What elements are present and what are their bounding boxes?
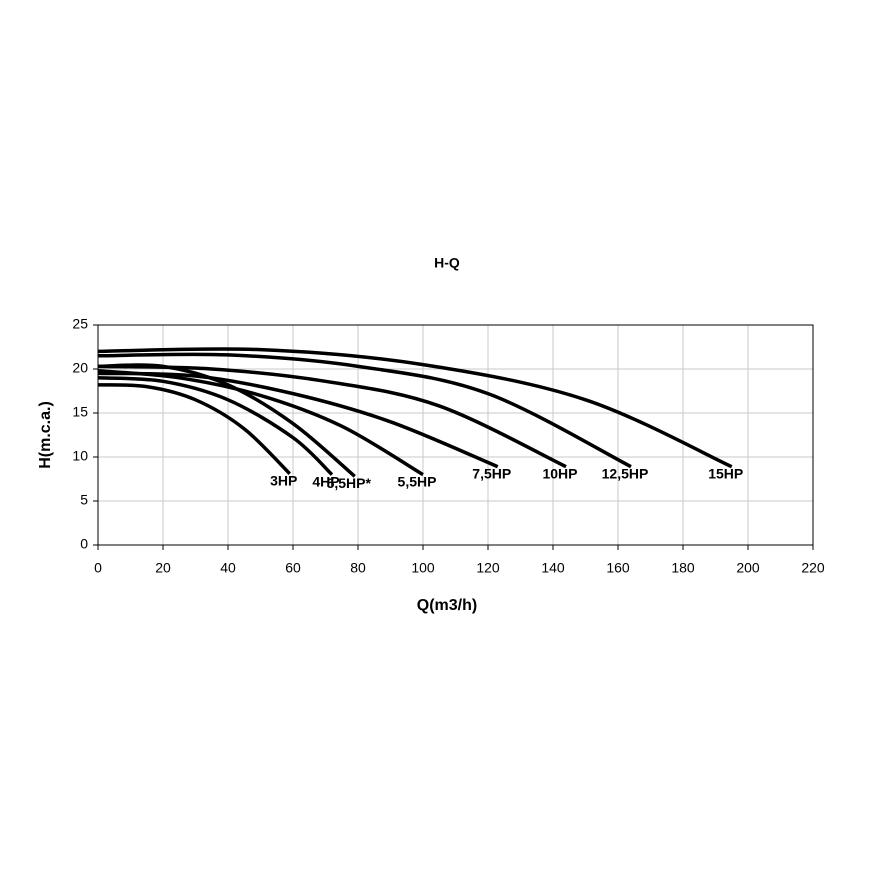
x-tick-label: 160 <box>606 560 630 576</box>
series-line <box>97 371 499 469</box>
plot-frame <box>97 324 814 546</box>
series-line <box>97 347 733 469</box>
series-label: 7,5HP <box>472 465 511 481</box>
x-tick-label: 0 <box>94 560 102 576</box>
series-label: 4HP <box>312 473 339 489</box>
y-tick-label: 25 <box>72 316 88 332</box>
y-tick-label: 20 <box>72 360 88 376</box>
x-tick-label: 80 <box>350 560 366 576</box>
y-tick-label: 0 <box>80 536 88 552</box>
x-tick-label: 220 <box>801 560 825 576</box>
x-tick-label: 20 <box>155 560 171 576</box>
series-label: 12,5HP <box>602 465 649 481</box>
series-label: 15HP <box>708 465 743 481</box>
chart-title: H-Q <box>434 255 460 271</box>
y-tick-label: 10 <box>72 448 88 464</box>
y-tick-label: 5 <box>80 492 88 508</box>
y-axis-label: H(m.c.a.) <box>37 401 54 469</box>
x-tick-label: 120 <box>476 560 500 576</box>
series-line <box>97 352 632 469</box>
series-line <box>97 364 567 469</box>
x-tick-label: 60 <box>285 560 301 576</box>
x-tick-label: 40 <box>220 560 236 576</box>
series-line <box>97 376 334 476</box>
x-tick-label: 180 <box>671 560 695 576</box>
series-label: 10HP <box>542 465 577 481</box>
y-tick-label: 15 <box>72 404 88 420</box>
x-tick-label: 100 <box>411 560 435 576</box>
series-label: 5,5HP* <box>327 475 372 491</box>
series-line <box>97 363 356 478</box>
x-tick-label: 200 <box>736 560 760 576</box>
x-axis-label: Q(m3/h) <box>417 597 477 614</box>
x-tick-label: 140 <box>541 560 565 576</box>
series-line <box>97 383 291 475</box>
series-label: 5,5HP <box>398 473 437 489</box>
series-label: 3HP <box>270 472 297 488</box>
